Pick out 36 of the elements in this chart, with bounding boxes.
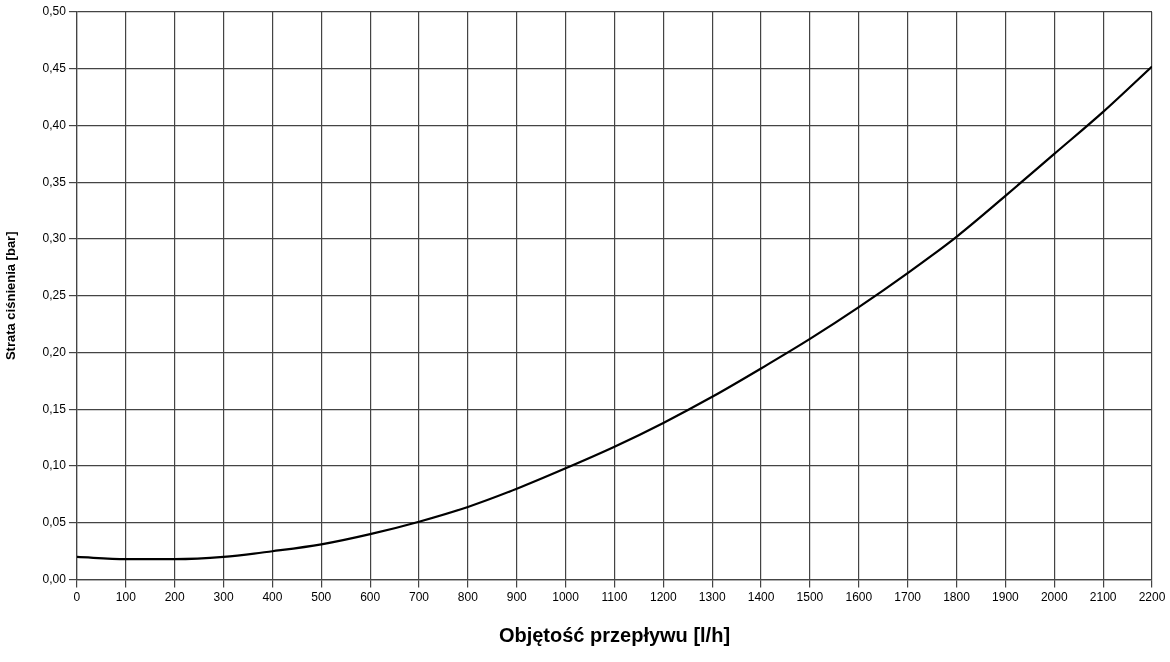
- x-tick-label: 2200: [1138, 590, 1166, 605]
- y-tick-label: 0,10: [42, 458, 67, 473]
- x-tick-label: 2100: [1089, 590, 1117, 605]
- x-tick-label: 100: [115, 590, 137, 605]
- x-tick-label: 900: [506, 590, 528, 605]
- y-tick-label: 0,40: [42, 117, 67, 132]
- x-tick-label: 0: [73, 590, 81, 605]
- x-tick-label: 1600: [845, 590, 873, 605]
- x-tick-label: 1400: [747, 590, 775, 605]
- x-tick-label: 2000: [1040, 590, 1068, 605]
- x-tick-label: 1700: [894, 590, 922, 605]
- y-tick-label: 0,05: [42, 515, 67, 530]
- x-tick-label: 1100: [601, 590, 628, 605]
- y-tick-label: 0,15: [42, 401, 67, 416]
- x-tick-label: 400: [262, 590, 283, 605]
- x-tick-label: 300: [213, 590, 234, 605]
- y-tick-label: 0,25: [42, 288, 67, 303]
- x-tick-label: 500: [311, 590, 332, 605]
- x-tick-label: 1300: [698, 590, 726, 605]
- x-tick-label: 200: [164, 590, 186, 605]
- y-axis-title: Strata ciśnienia [bar]: [3, 231, 19, 361]
- x-tick-label: 700: [409, 590, 430, 605]
- y-tick-label: 0,45: [42, 61, 67, 76]
- y-tick-label: 0,00: [42, 571, 67, 586]
- x-tick-label: 600: [360, 590, 381, 605]
- y-tick-label: 0,20: [42, 344, 67, 359]
- x-tick-label: 1000: [552, 590, 580, 605]
- x-tick-label: 1200: [649, 590, 678, 605]
- x-tick-label: 1900: [992, 590, 1020, 605]
- y-tick-label: 0,50: [42, 4, 67, 19]
- y-tick-label: 0,30: [42, 231, 67, 246]
- y-tick-label: 0,35: [42, 174, 67, 189]
- x-tick-label: 1800: [943, 590, 971, 605]
- x-tick-label: 1500: [796, 590, 824, 605]
- x-tick-label: 800: [457, 590, 479, 605]
- x-axis-title: Objętość przepływu [l/h]: [498, 623, 731, 646]
